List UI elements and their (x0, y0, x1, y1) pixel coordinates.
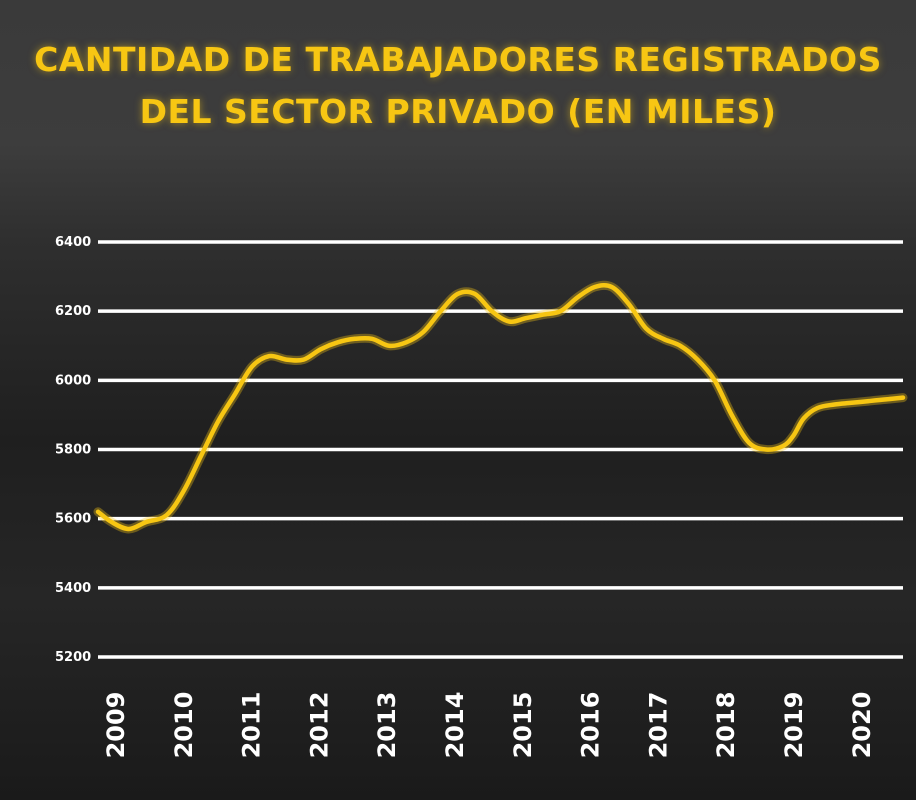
x-tick-label: 2018 (712, 692, 740, 759)
x-tick-label: 2012 (305, 692, 333, 759)
x-axis-ticks: 2009 2010 2011 2012 2013 2014 2015 2016 2017 2018… (102, 692, 876, 759)
y-tick-label: 6200 (55, 304, 91, 319)
x-tick-label: 2014 (441, 692, 469, 759)
series-line-glow (93, 280, 908, 534)
x-tick-label: 2013 (373, 692, 401, 759)
x-tick-label: 2017 (644, 692, 672, 759)
y-axis-ticks: 5200 5400 5600 5800 6000 6200 6400 (55, 235, 91, 665)
y-tick-label: 5600 (55, 512, 91, 527)
x-tick-label: 2011 (238, 692, 266, 759)
x-tick-label: 2015 (509, 692, 537, 759)
y-tick-label: 6000 (55, 373, 91, 388)
x-tick-label: 2009 (102, 692, 130, 759)
chart-title: CANTIDAD DE TRABAJADORES REGISTRADOS DEL… (0, 34, 916, 138)
y-tick-label: 5400 (55, 581, 91, 596)
series-group (93, 280, 908, 534)
y-tick-label: 5200 (55, 650, 91, 665)
chart-title-line-1: CANTIDAD DE TRABAJADORES REGISTRADOS (34, 40, 882, 79)
y-tick-label: 6400 (55, 235, 91, 250)
y-tick-label: 5800 (55, 443, 91, 458)
x-tick-label: 2020 (848, 692, 876, 759)
x-tick-label: 2016 (577, 692, 605, 759)
x-tick-label: 2019 (780, 692, 808, 759)
x-tick-label: 2010 (170, 692, 198, 759)
chart-title-line-2: DEL SECTOR PRIVADO (EN MILES) (139, 92, 777, 131)
